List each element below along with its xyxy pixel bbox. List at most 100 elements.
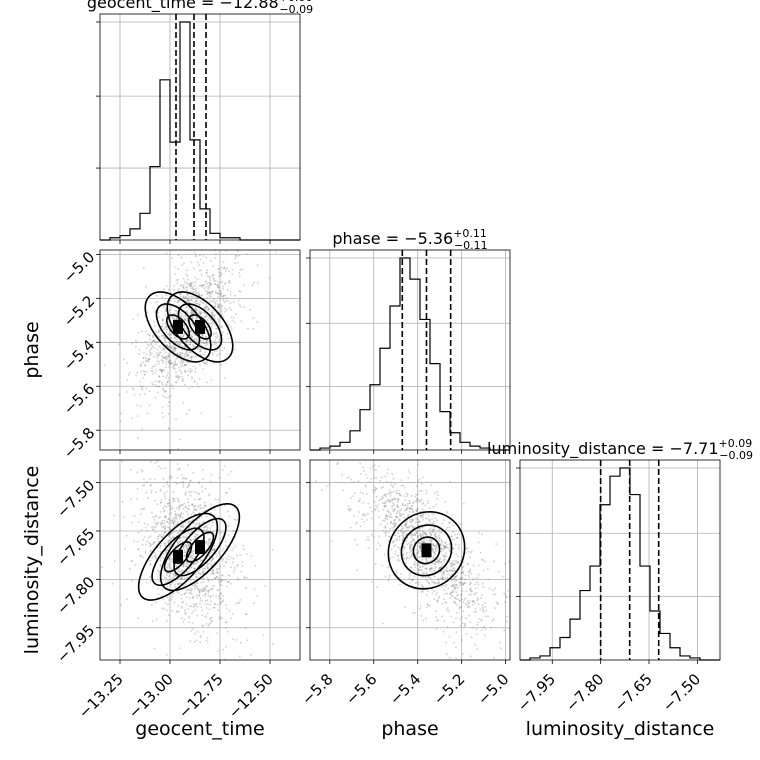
sample-point: [165, 310, 167, 313]
sample-point: [171, 572, 174, 574]
sample-point: [455, 598, 458, 601]
sample-point: [443, 519, 446, 522]
sample-point: [471, 590, 473, 593]
sample-point: [213, 305, 216, 308]
sample-point: [174, 310, 177, 312]
sample-point: [378, 535, 380, 538]
sample-point: [194, 538, 196, 540]
sample-point: [503, 629, 506, 632]
sample-point: [457, 547, 460, 550]
sample-point: [413, 526, 416, 529]
sample-point: [149, 338, 151, 341]
sample-point: [215, 253, 218, 256]
axes-frame: [519, 459, 721, 661]
sample-point: [182, 286, 185, 289]
sample-point: [249, 654, 252, 656]
sample-point: [454, 575, 457, 578]
sample-point: [183, 502, 186, 505]
sample-point: [196, 631, 199, 633]
sample-point: [240, 570, 242, 573]
sample-point: [404, 524, 406, 527]
sample-point: [162, 360, 165, 363]
sample-point: [436, 497, 439, 500]
sample-point: [425, 533, 427, 536]
sample-point: [220, 313, 223, 316]
sample-point: [443, 555, 446, 557]
sample-point: [151, 340, 154, 343]
sample-point: [407, 469, 410, 472]
sample-point: [204, 588, 207, 591]
sample-point: [446, 511, 449, 513]
sample-point: [455, 543, 457, 546]
sample-point: [204, 287, 207, 289]
sample-point: [484, 615, 487, 618]
sample-point: [214, 303, 217, 305]
sample-point: [418, 546, 421, 549]
sample-point: [126, 391, 128, 393]
sample-point: [223, 266, 226, 269]
sample-point: [420, 615, 423, 617]
sample-point: [188, 491, 191, 494]
sample-point: [171, 257, 174, 260]
sample-point: [483, 569, 485, 572]
sample-point: [162, 557, 165, 560]
sample-point: [246, 327, 249, 330]
sample-point: [168, 502, 171, 504]
sample-point: [181, 474, 183, 476]
sample-point: [408, 502, 411, 505]
sample-point: [434, 544, 437, 547]
sample-point: [436, 519, 438, 522]
sample-point: [172, 573, 175, 576]
sample-point: [453, 569, 456, 572]
sample-point: [142, 266, 145, 269]
sample-point: [192, 365, 195, 367]
sample-point: [482, 586, 485, 589]
sample-point: [405, 492, 408, 495]
sample-point: [208, 537, 211, 540]
sample-point: [460, 605, 463, 608]
sample-point: [460, 616, 463, 618]
sample-point: [198, 311, 200, 314]
sample-point: [191, 316, 194, 318]
y-tick-label-luminosity_distance: −7.65: [53, 525, 98, 570]
sample-point: [460, 555, 463, 558]
sample-point: [234, 254, 237, 257]
sample-point: [199, 269, 202, 272]
sample-point: [374, 488, 376, 491]
sample-point: [173, 346, 175, 349]
sample-point: [478, 564, 480, 567]
sample-point: [388, 574, 391, 577]
sample-point: [229, 575, 231, 577]
sample-point: [459, 577, 462, 579]
sample-point: [187, 513, 190, 516]
sample-point: [159, 565, 162, 567]
sample-point: [392, 510, 395, 513]
sample-point: [169, 325, 172, 327]
sample-point: [162, 598, 165, 601]
x-tick-label-luminosity_distance: −7.80: [562, 670, 607, 715]
sample-point: [374, 563, 377, 566]
sample-point: [467, 570, 470, 573]
sample-point: [189, 283, 192, 285]
sample-point: [136, 415, 139, 417]
title-geocent_time: geocent_time = −12.88+0.06−0.09: [87, 0, 313, 16]
sample-point: [383, 506, 386, 508]
sample-point: [205, 525, 208, 527]
sample-point: [420, 584, 423, 586]
sample-point: [445, 543, 448, 546]
sample-point: [396, 498, 399, 500]
sample-point: [199, 312, 202, 315]
sample-point: [162, 416, 165, 418]
sample-point: [170, 337, 172, 340]
sample-point: [406, 556, 409, 559]
sample-point: [187, 296, 190, 298]
sample-point: [184, 364, 187, 367]
sample-point: [443, 546, 446, 548]
sample-point: [192, 490, 195, 493]
sample-point: [127, 373, 130, 376]
sample-point: [182, 485, 185, 488]
sample-point: [443, 598, 445, 601]
sample-point: [348, 508, 351, 511]
sample-point: [163, 509, 166, 512]
sample-point: [492, 589, 494, 592]
